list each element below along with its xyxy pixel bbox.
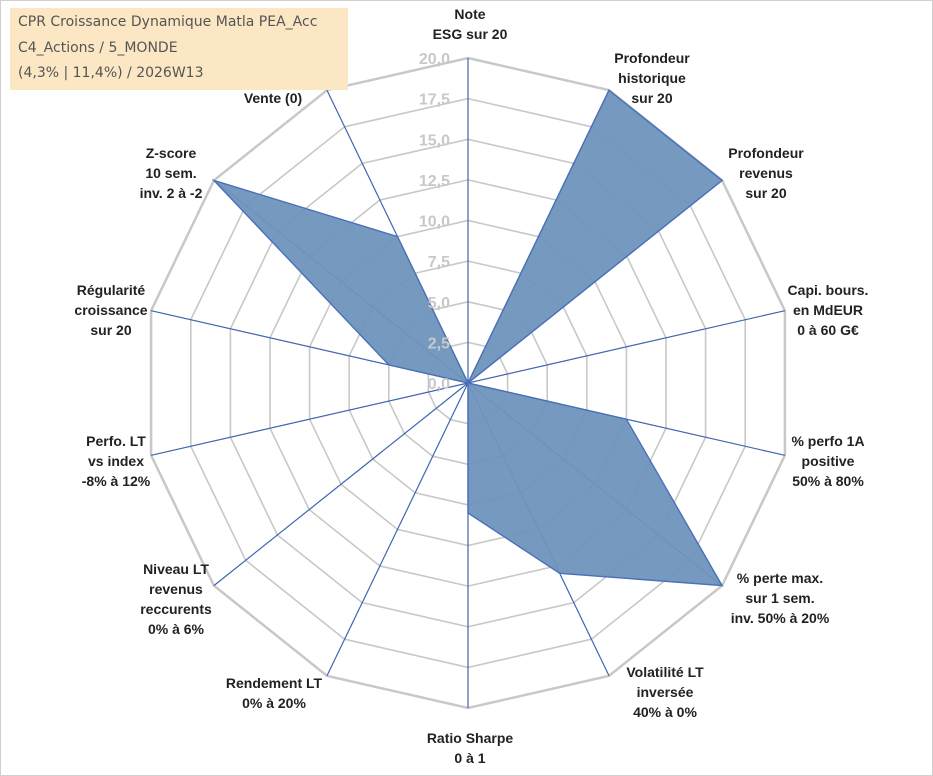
- chart-title-line1: CPR Croissance Dynamique Matla PEA_Acc: [18, 14, 318, 30]
- axis-label-line: Perfo. LT: [86, 433, 146, 449]
- axis-label-line: % perte max.: [736, 570, 824, 586]
- axis-spoke-10: [150, 382, 469, 456]
- axis-label-line: historique: [618, 70, 686, 86]
- axis-label-line: sur 20: [631, 90, 673, 106]
- chart-title-box: CPR Croissance Dynamique Matla PEA_Acc C…: [10, 8, 348, 90]
- axis-label-line: inv. 50% à 20%: [730, 610, 830, 626]
- tick-label: 5,0: [428, 295, 450, 312]
- tick-label: 10,0: [419, 214, 450, 231]
- data-area: [211, 89, 724, 587]
- axis-label-line: Rendement LT: [225, 675, 323, 691]
- tick-label: 15,0: [419, 132, 450, 149]
- axis-label-line: 0% à 20%: [242, 695, 306, 711]
- tick-label: 12,5: [419, 173, 450, 190]
- axis-label-0: Note ESG sur 20: [433, 4, 508, 44]
- axis-label-line: ESG sur 20: [432, 26, 508, 42]
- axis-label-line: inv. 2 à -2: [139, 185, 203, 201]
- axis-label-7: Ratio Sharpe 0 à 1: [427, 728, 513, 768]
- axis-spoke-3: [467, 310, 786, 384]
- axis-label-line: Capi. bours.: [787, 282, 869, 298]
- axis-label-2: Profondeur revenus sur 20: [728, 143, 803, 203]
- axis-label-line: reccurents: [140, 601, 212, 617]
- axis-label-line: 0 à 1: [454, 750, 486, 766]
- axis-label-line: Profondeur: [614, 50, 690, 66]
- axis-label-line: sur 20: [90, 322, 132, 338]
- axis-label-8: Rendement LT 0% à 20%: [226, 673, 322, 713]
- axis-label-line: Z-score: [145, 145, 197, 161]
- axis-label-line: en MdEUR: [793, 302, 863, 318]
- axis-label-line: sur 1 sem.: [745, 590, 815, 606]
- axis-label-line: 0 à 60 G€: [797, 322, 859, 338]
- axis-label-line: 40% à 0%: [633, 704, 697, 720]
- axis-label-4: % perfo 1A positive 50% à 80%: [791, 431, 864, 491]
- axis-label-9: Niveau LT revenus reccurents 0% à 6%: [140, 559, 212, 639]
- axis-label-line: revenus: [739, 165, 793, 181]
- axis-label-line: sur 20: [745, 185, 787, 201]
- axis-label-line: vs index: [87, 453, 145, 469]
- axis-label-6: Volatilité LT inversée 40% à 0%: [626, 662, 703, 722]
- axis-label-line: Profondeur: [728, 145, 804, 161]
- tick-label: 7,5: [428, 254, 450, 271]
- axis-label-line: Niveau LT: [143, 561, 209, 577]
- axis-label-line: 0% à 6%: [147, 621, 205, 637]
- axis-label-line: -8% à 12%: [81, 473, 151, 489]
- axis-label-line: Régularité: [76, 282, 146, 298]
- radar-series: [211, 89, 724, 587]
- radar-tick-labels: 0,0 2,5 5,0 7,5 10,0 12,5 15,0 17,5 20,0: [419, 51, 450, 393]
- axis-label-1: Profondeur historique sur 20: [614, 48, 689, 108]
- axis-label-line: 50% à 80%: [792, 473, 864, 489]
- axis-spoke-9: [213, 382, 469, 587]
- axis-label-line: 10 sem.: [145, 165, 197, 181]
- axis-spoke-8: [326, 382, 469, 677]
- axis-label-10: Perfo. LT vs index -8% à 12%: [82, 431, 150, 491]
- axis-label-5: % perte max. sur 1 sem. inv. 50% à 20%: [731, 568, 830, 628]
- axis-label-line: Vente (0): [243, 90, 303, 106]
- axis-label-12: Z-score 10 sem. inv. 2 à -2: [140, 143, 203, 203]
- axis-label-line: croissance: [74, 302, 148, 318]
- tick-label: 20,0: [419, 51, 450, 68]
- chart-title-line2: C4_Actions / 5_MONDE: [18, 40, 178, 56]
- axis-label-3: Capi. bours. en MdEUR 0 à 60 G€: [788, 280, 869, 340]
- axis-label-line: revenus: [149, 581, 203, 597]
- axis-label-11: Régularité croissance sur 20: [74, 280, 147, 340]
- chart-title-line3: (4,3% | 11,4%) / 2026W13: [18, 65, 204, 81]
- axis-label-line: Note: [454, 6, 486, 22]
- axis-label-line: Ratio Sharpe: [426, 730, 514, 746]
- tick-label: 2,5: [428, 335, 450, 352]
- tick-label: 0,0: [428, 376, 450, 393]
- axis-label-line: positive: [801, 453, 855, 469]
- axis-label-line: Volatilité LT: [626, 664, 704, 680]
- axis-label-line: % perfo 1A: [791, 433, 865, 449]
- axis-label-line: inversée: [636, 684, 694, 700]
- tick-label: 17,5: [419, 92, 450, 109]
